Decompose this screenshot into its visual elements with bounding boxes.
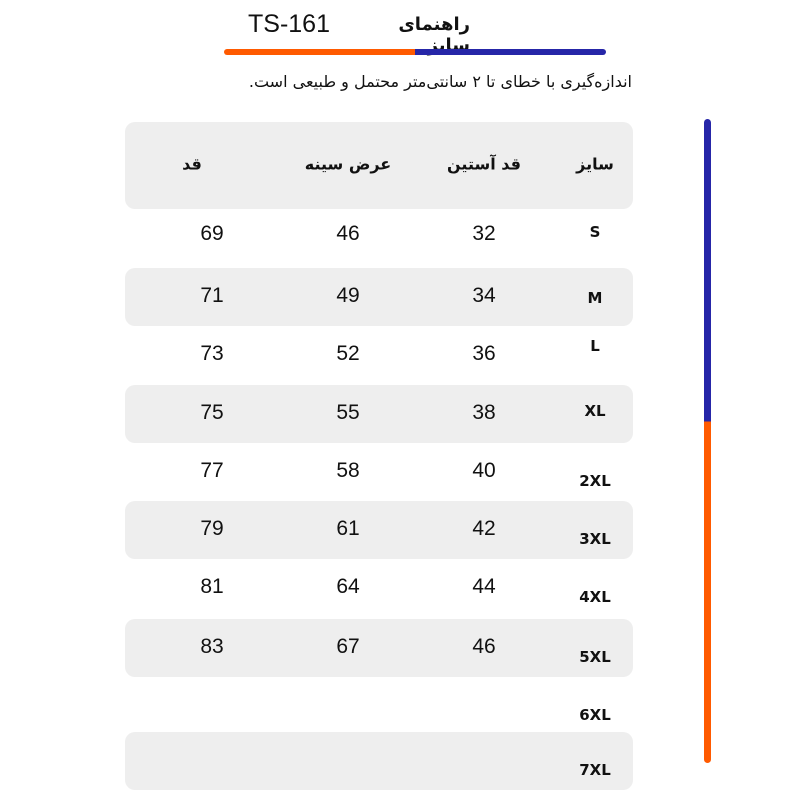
cell-sleeve: 42 <box>472 517 496 540</box>
cell-chest: 61 <box>336 517 360 540</box>
cell-sleeve: 32 <box>472 222 496 245</box>
cell-size: S <box>589 223 601 241</box>
cell-length: 83 <box>200 635 224 658</box>
table-row: M 34 49 71 <box>125 268 633 326</box>
cell-chest: 52 <box>336 342 360 365</box>
cell-length: 81 <box>200 575 224 598</box>
side-accent-bar <box>704 119 711 763</box>
cell-sleeve: 44 <box>472 575 496 598</box>
column-header-length: قد <box>182 154 202 174</box>
table-row: 7XL <box>125 732 633 790</box>
product-code: TS-161 <box>248 10 330 38</box>
cell-sleeve: 46 <box>472 635 496 658</box>
measurement-note: اندازه‌گیری با خطای تا ۲ سانتی‌متر محتمل… <box>248 72 632 91</box>
table-row: XL 38 55 75 <box>125 385 633 443</box>
cell-size: 6XL <box>579 706 611 724</box>
column-header-chest: عرض سینه <box>304 154 392 174</box>
cell-size: 2XL <box>579 472 611 490</box>
cell-length: 77 <box>200 459 224 482</box>
table-row: L 36 52 73 <box>125 326 633 384</box>
cell-size: L <box>590 337 600 355</box>
table-row: 3XL 42 61 79 <box>125 501 633 559</box>
cell-chest: 58 <box>336 459 360 482</box>
cell-length: 79 <box>200 517 224 540</box>
cell-sleeve: 40 <box>472 459 496 482</box>
cell-sleeve: 38 <box>472 401 496 424</box>
table-row: 4XL 44 64 81 <box>125 559 633 617</box>
cell-length: 73 <box>200 342 224 365</box>
table-row: 6XL <box>125 677 633 735</box>
table-row: S 32 46 69 <box>125 206 633 264</box>
cell-length: 71 <box>200 284 224 307</box>
column-header-sleeve: قد آستین <box>447 154 521 174</box>
cell-size: 4XL <box>579 588 611 606</box>
title-divider <box>224 49 606 55</box>
cell-chest: 67 <box>336 635 360 658</box>
column-header-size: سایز <box>576 154 614 174</box>
cell-chest: 46 <box>336 222 360 245</box>
cell-size: M <box>587 289 603 307</box>
cell-size: 3XL <box>579 530 611 548</box>
cell-length: 69 <box>200 222 224 245</box>
cell-sleeve: 34 <box>472 284 496 307</box>
cell-size: 7XL <box>579 761 611 779</box>
table-header: سایز قد آستین عرض سینه قد <box>125 122 633 209</box>
table-row: 5XL 46 67 83 <box>125 619 633 677</box>
cell-chest: 49 <box>336 284 360 307</box>
table-row: 2XL 40 58 77 <box>125 443 633 501</box>
cell-size: 5XL <box>579 648 611 666</box>
cell-chest: 55 <box>336 401 360 424</box>
cell-length: 75 <box>200 401 224 424</box>
cell-size: XL <box>584 402 606 420</box>
cell-chest: 64 <box>336 575 360 598</box>
cell-sleeve: 36 <box>472 342 496 365</box>
